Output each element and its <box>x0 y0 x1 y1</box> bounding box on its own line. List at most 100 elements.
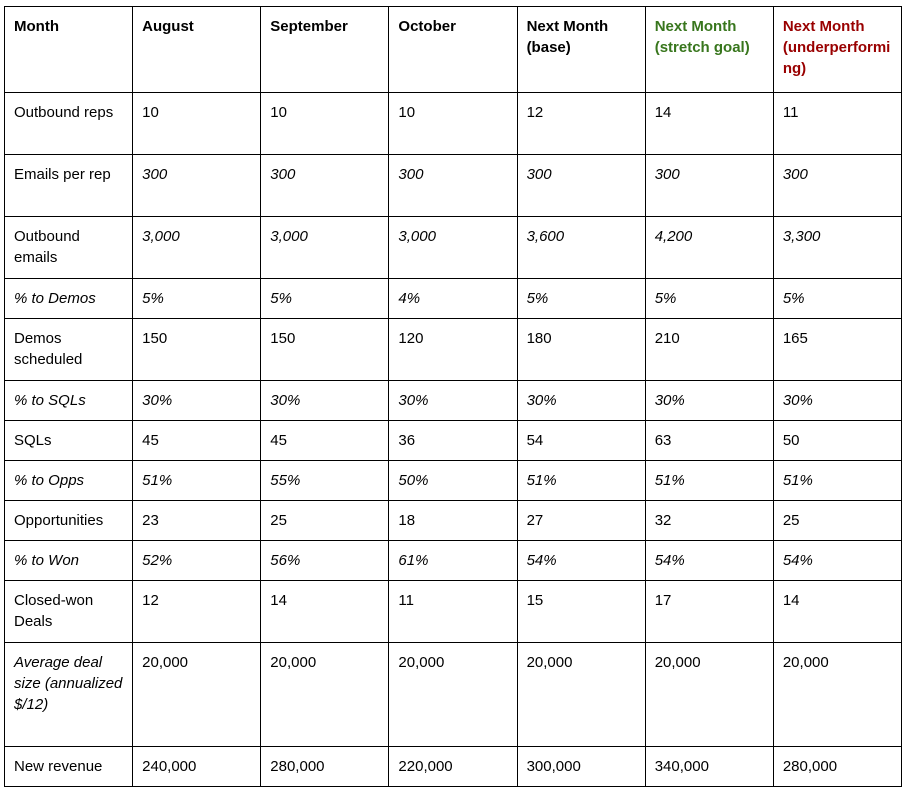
metric-cell: 25 <box>260 500 390 541</box>
metric-cell: 11 <box>388 580 518 643</box>
metric-cell: 12 <box>132 580 262 643</box>
metric-cell: 150 <box>260 318 390 381</box>
metric-cell: 20,000 <box>516 642 646 747</box>
metric-cell: 14 <box>772 580 903 643</box>
metric-cell: 3,000 <box>388 216 518 279</box>
metric-cell: 4,200 <box>644 216 774 279</box>
metric-cell: 300 <box>388 154 518 217</box>
metric-cell: 150 <box>132 318 262 381</box>
table-row: % to Opps 51% 55% 50% 51% 51% 51% <box>3 460 903 501</box>
table-body: Outbound reps 10 10 10 12 14 11 Emails per rep 3… <box>3 92 903 787</box>
row-label: Emails per rep <box>3 154 134 217</box>
metric-cell: 11 <box>772 92 903 155</box>
metric-cell: 18 <box>388 500 518 541</box>
table-row: Demos scheduled 150 150 120 180 210 165 <box>3 318 903 381</box>
metric-cell: 14 <box>644 92 774 155</box>
metric-cell: 20,000 <box>644 642 774 747</box>
metric-cell: 51% <box>132 460 262 501</box>
metric-cell: 340,000 <box>644 746 774 787</box>
row-label: % to Demos <box>3 278 134 319</box>
metric-cell: 5% <box>644 278 774 319</box>
metric-cell: 45 <box>260 420 390 461</box>
metric-cell: 23 <box>132 500 262 541</box>
row-label: % to SQLs <box>3 380 134 421</box>
metric-cell: 5% <box>772 278 903 319</box>
row-label: % to Won <box>3 540 134 581</box>
table-row: SQLs 45 45 36 54 63 50 <box>3 420 903 461</box>
metric-cell: 3,000 <box>260 216 390 279</box>
metric-cell: 220,000 <box>388 746 518 787</box>
metric-cell: 280,000 <box>772 746 903 787</box>
row-label: Demos scheduled <box>3 318 134 381</box>
metric-cell: 52% <box>132 540 262 581</box>
metric-cell: 280,000 <box>260 746 390 787</box>
metric-cell: 300 <box>132 154 262 217</box>
metric-cell: 180 <box>516 318 646 381</box>
metric-cell: 54% <box>516 540 646 581</box>
metric-cell: 15 <box>516 580 646 643</box>
row-label: Average deal size (annualized $/12) <box>3 642 134 747</box>
metric-cell: 51% <box>516 460 646 501</box>
metric-cell: 300 <box>772 154 903 217</box>
metric-cell: 300 <box>260 154 390 217</box>
column-header: October <box>388 6 518 93</box>
metric-cell: 32 <box>644 500 774 541</box>
table-row: Opportunities 23 25 18 27 32 25 <box>3 500 903 541</box>
metric-cell: 20,000 <box>388 642 518 747</box>
metric-cell: 51% <box>772 460 903 501</box>
metric-cell: 45 <box>132 420 262 461</box>
metric-cell: 51% <box>644 460 774 501</box>
metric-cell: 30% <box>644 380 774 421</box>
table-row: Outbound reps 10 10 10 12 14 11 <box>3 92 903 155</box>
row-label: Outbound reps <box>3 92 134 155</box>
header-row: Month August September October Next Month (b… <box>3 6 903 93</box>
metric-cell: 54 <box>516 420 646 461</box>
metric-cell: 240,000 <box>132 746 262 787</box>
metric-cell: 165 <box>772 318 903 381</box>
column-header: Next Month (underperforming) <box>772 6 903 93</box>
table-row: Closed-won Deals 12 14 11 15 17 14 <box>3 580 903 643</box>
metric-cell: 10 <box>260 92 390 155</box>
row-label: Opportunities <box>3 500 134 541</box>
row-label: % to Opps <box>3 460 134 501</box>
table-row: Outbound emails 3,000 3,000 3,000 3,600 4,200… <box>3 216 903 279</box>
metric-cell: 30% <box>516 380 646 421</box>
metric-cell: 56% <box>260 540 390 581</box>
table-row: % to Won 52% 56% 61% 54% 54% 54% <box>3 540 903 581</box>
column-header: Month <box>3 6 134 93</box>
metric-cell: 54% <box>772 540 903 581</box>
metric-cell: 20,000 <box>260 642 390 747</box>
metric-cell: 10 <box>132 92 262 155</box>
metric-cell: 55% <box>260 460 390 501</box>
metric-cell: 63 <box>644 420 774 461</box>
table-row: New revenue 240,000 280,000 220,000 300,000 3… <box>3 746 903 787</box>
metric-cell: 300,000 <box>516 746 646 787</box>
sales-funnel-metrics-table: Month August September October Next Month (b… <box>3 6 903 787</box>
column-header: Next Month (base) <box>516 6 646 93</box>
metric-cell: 210 <box>644 318 774 381</box>
metric-cell: 300 <box>516 154 646 217</box>
metric-cell: 20,000 <box>132 642 262 747</box>
metric-cell: 5% <box>516 278 646 319</box>
metric-cell: 5% <box>132 278 262 319</box>
row-label: Outbound emails <box>3 216 134 279</box>
metric-cell: 30% <box>772 380 903 421</box>
metric-cell: 3,000 <box>132 216 262 279</box>
metric-cell: 300 <box>644 154 774 217</box>
metric-cell: 30% <box>388 380 518 421</box>
metric-cell: 14 <box>260 580 390 643</box>
metric-cell: 36 <box>388 420 518 461</box>
column-header: August <box>132 6 262 93</box>
metric-cell: 3,300 <box>772 216 903 279</box>
metric-cell: 50 <box>772 420 903 461</box>
metric-cell: 30% <box>260 380 390 421</box>
metric-cell: 10 <box>388 92 518 155</box>
table-row: % to Demos 5% 5% 4% 5% 5% 5% <box>3 278 903 319</box>
metric-cell: 25 <box>772 500 903 541</box>
table-header: Month August September October Next Month (b… <box>3 6 903 93</box>
metric-cell: 120 <box>388 318 518 381</box>
metric-cell: 12 <box>516 92 646 155</box>
metric-cell: 30% <box>132 380 262 421</box>
column-header: Next Month (stretch goal) <box>644 6 774 93</box>
